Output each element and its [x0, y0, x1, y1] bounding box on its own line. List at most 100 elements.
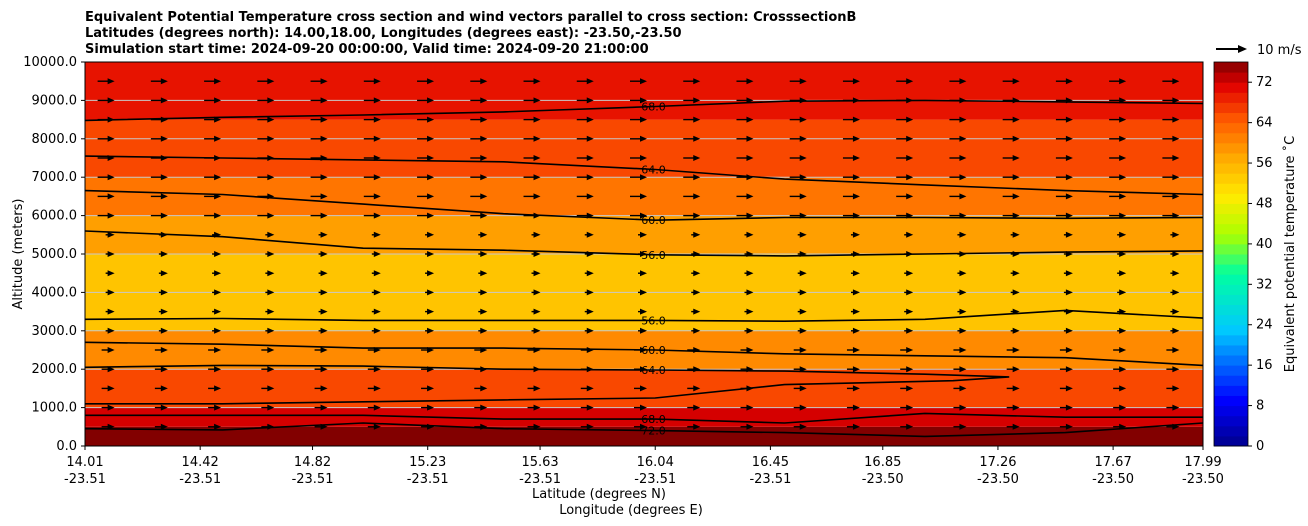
- wind-vector-head: [746, 423, 754, 430]
- colorbar-tick-label: 72: [1256, 75, 1273, 90]
- wind-vector-head: [267, 327, 275, 334]
- wind-vector-head: [852, 327, 860, 334]
- colorbar-segment: [1214, 243, 1248, 255]
- wind-vector-head: [1119, 193, 1127, 200]
- wind-vector-head: [267, 135, 275, 142]
- wind-vector-head: [640, 366, 647, 373]
- wind-vector-head: [320, 347, 328, 353]
- wind-vector-head: [586, 366, 594, 373]
- y-axis: 0.0 1000.0 2000.0 3000.0 4000.0 5000.0 6000.0 7…: [23, 55, 85, 454]
- colorbar-segment: [1214, 435, 1248, 447]
- colorbar-tick-label: 40: [1256, 237, 1273, 252]
- x-axis: 14.01 -23.51 14.42 -23.51 14.82 -23.51 15.23 -2…: [64, 446, 1224, 487]
- colorbar-segment: [1214, 334, 1248, 346]
- wind-vector-head: [373, 366, 381, 373]
- contour-line: [85, 309, 1203, 323]
- contour-label: 68.0: [641, 413, 666, 426]
- colorbar-segment: [1214, 152, 1248, 164]
- wind-vector-head: [906, 116, 914, 123]
- wind-vector-head: [852, 423, 860, 430]
- wind-vector-head: [1012, 347, 1020, 353]
- colorbar-segment: [1214, 163, 1248, 174]
- wind-vector-head: [480, 193, 488, 200]
- wind-vector-head: [427, 116, 435, 123]
- wind-vector-head: [427, 347, 435, 353]
- wind-vector-head: [373, 404, 381, 411]
- contour-line: [85, 364, 1010, 405]
- wind-vector-head: [214, 404, 222, 411]
- wind-vector-head: [693, 385, 701, 392]
- wind-vector-head: [906, 174, 914, 181]
- colorbar-segment: [1214, 62, 1248, 73]
- wind-vector-head: [799, 174, 807, 181]
- x-tick-label-latitude: 14.01: [66, 455, 103, 470]
- wind-vector-head: [1119, 385, 1127, 392]
- wind-vector-head: [160, 116, 168, 123]
- wind-vector-head: [640, 308, 647, 315]
- wind-vector-head: [586, 289, 594, 296]
- wind-vector-head: [852, 270, 860, 277]
- wind-vector-head: [640, 404, 647, 411]
- wind-vector-head: [1172, 327, 1180, 334]
- colorbar-segment: [1214, 72, 1248, 83]
- wind-vector-head: [959, 97, 967, 104]
- wind-vector-head: [959, 404, 967, 411]
- wind-vector-head: [1172, 251, 1180, 257]
- wind-vector-head: [799, 135, 807, 142]
- wind-vector-head: [214, 308, 222, 315]
- wind-vector-head: [373, 193, 381, 200]
- wind-vector-head: [320, 135, 328, 142]
- wind-vector-head: [373, 270, 381, 277]
- wind-vector-head: [427, 231, 435, 238]
- wind-vector-head: [373, 251, 381, 257]
- quiver-key: 10 m/s: [1216, 43, 1302, 58]
- wind-vector-head: [906, 327, 914, 334]
- wind-vector-head: [373, 135, 381, 142]
- wind-vector-head: [1012, 423, 1020, 430]
- wind-vector-head: [586, 135, 594, 142]
- wind-vector-head: [1065, 78, 1073, 85]
- wind-vector-head: [1119, 289, 1127, 296]
- wind-vector-head: [586, 308, 594, 315]
- wind-vector-head: [1172, 270, 1180, 277]
- wind-vector-head: [959, 116, 967, 123]
- x-tick-label-longitude: -23.51: [634, 472, 676, 487]
- y-tick-label: 4000.0: [32, 285, 78, 300]
- wind-vector-head: [799, 231, 807, 238]
- wind-vector-head: [693, 78, 701, 85]
- wind-vector-head: [320, 78, 328, 85]
- wind-vector-head: [427, 251, 435, 257]
- colorbar-tick-label: 16: [1256, 358, 1273, 373]
- wind-vector-head: [267, 193, 275, 200]
- x-tick-label-latitude: 17.26: [979, 455, 1016, 470]
- wind-vector-head: [1119, 135, 1127, 142]
- x-tick-label-latitude: 15.63: [521, 455, 558, 470]
- wind-vector-head: [160, 366, 168, 373]
- wind-vector-head: [640, 270, 647, 277]
- wind-vector-head: [267, 404, 275, 411]
- field-band: [85, 407, 1203, 427]
- y-tick-label: 2000.0: [32, 362, 78, 377]
- wind-vector-head: [746, 289, 754, 296]
- wind-vector-head: [640, 97, 647, 104]
- wind-vector-head: [214, 97, 222, 104]
- wind-vector-head: [107, 327, 115, 334]
- wind-vector-head: [1172, 97, 1180, 104]
- wind-vector-head: [1012, 116, 1020, 123]
- wind-vector-head: [480, 327, 488, 334]
- wind-vector-head: [214, 155, 222, 161]
- wind-vector-head: [107, 385, 115, 392]
- wind-vector-head: [693, 308, 701, 315]
- wind-vector-head: [267, 174, 275, 181]
- wind-vector-head: [1119, 116, 1127, 123]
- colorbar-segment: [1214, 112, 1248, 124]
- wind-vector-head: [852, 78, 860, 85]
- x-tick-label-longitude: -23.51: [407, 472, 449, 487]
- field-band: [85, 426, 1203, 446]
- x-tick-label-latitude: 15.23: [409, 455, 446, 470]
- wind-vector-head: [1119, 308, 1127, 315]
- wind-vector-head: [373, 116, 381, 123]
- y-tick-label: 6000.0: [32, 209, 78, 224]
- wind-vector-head: [267, 423, 275, 430]
- wind-vector-head: [906, 212, 914, 219]
